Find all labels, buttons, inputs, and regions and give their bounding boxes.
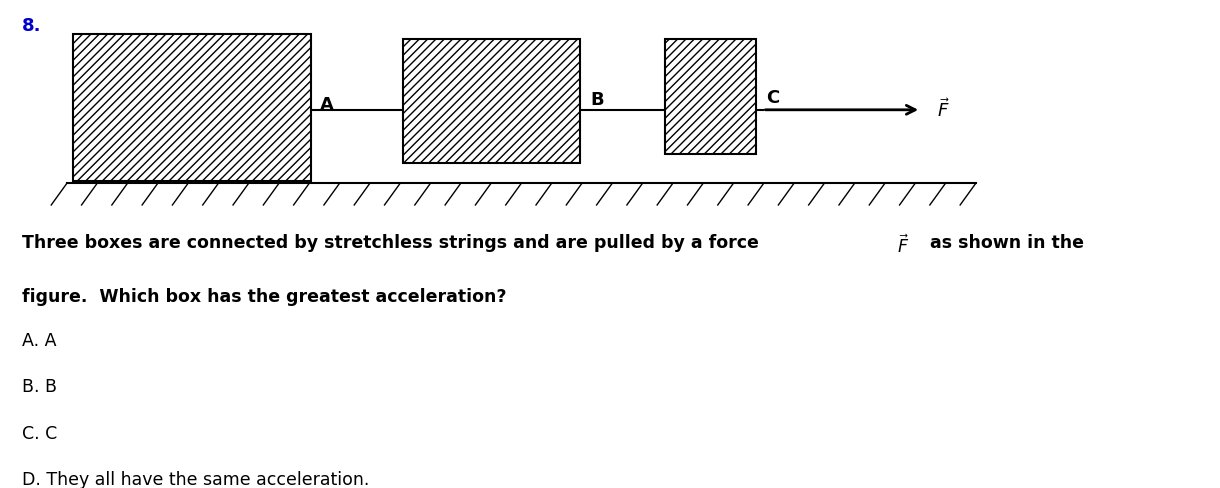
Text: B. B: B. B [22,378,57,396]
Text: C: C [766,89,780,106]
Bar [73,34,311,181]
Text: Three boxes are connected by stretchless strings and are pulled by a force: Three boxes are connected by stretchless… [22,234,765,252]
Text: D. They all have the same acceleration.: D. They all have the same acceleration. [22,471,370,488]
Text: $\vec{F}$: $\vec{F}$ [937,99,949,121]
Text: 8.: 8. [22,17,41,35]
Text: A: A [320,96,333,114]
Text: figure.  Which box has the greatest acceleration?: figure. Which box has the greatest accel… [22,288,506,306]
Text: C. C: C. C [22,425,57,443]
Bar [403,39,580,163]
Bar [665,39,756,154]
Text: A. A: A. A [22,332,56,350]
Text: B: B [590,91,604,109]
Text: $\vec{F}$: $\vec{F}$ [897,234,909,257]
Text: as shown in the: as shown in the [924,234,1083,252]
